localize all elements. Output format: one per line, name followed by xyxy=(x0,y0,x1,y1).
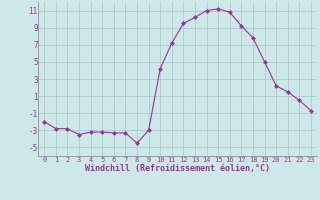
X-axis label: Windchill (Refroidissement éolien,°C): Windchill (Refroidissement éolien,°C) xyxy=(85,164,270,173)
